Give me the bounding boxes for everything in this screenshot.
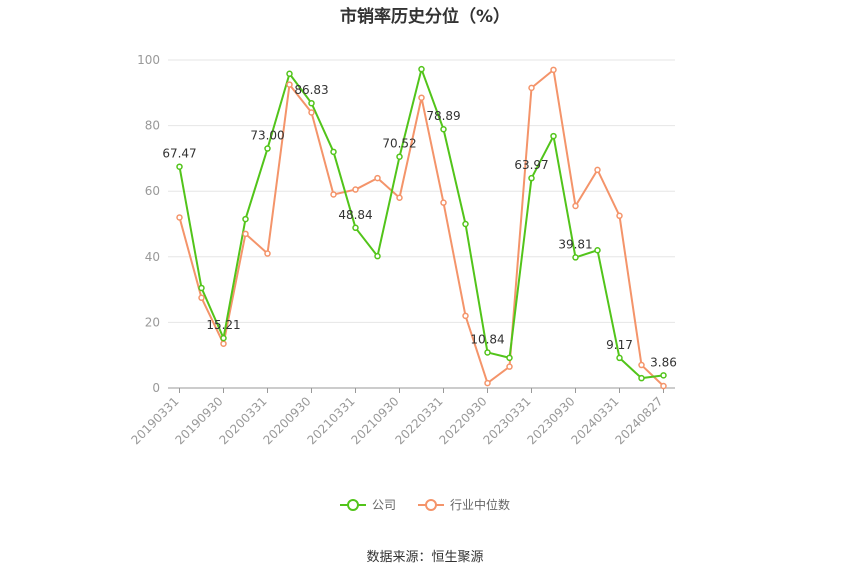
data-point-1 [638,361,645,369]
x-axis [168,387,675,393]
legend-item-company[interactable]: 公司 [339,496,396,513]
y-tick-label: 20 [145,315,160,329]
data-point-1 [506,363,513,370]
series-lines [178,68,665,387]
legend-label-industry-median: 行业中位数 [450,498,511,512]
data-point-1 [220,340,227,347]
y-axis-tick-labels: 0 20 40 60 80 100 [137,53,160,395]
data-point-0 [638,374,645,382]
data-label: 67.47 [162,147,196,161]
data-label: 70.52 [382,137,416,151]
chart-title: 市销率历史分位（%） [339,7,511,27]
x-axis-tick-labels: 2019033120190930202003312020093020210331… [129,394,666,447]
data-point-1 [572,202,579,210]
data-label: 48.84 [338,208,372,222]
data-point-1 [462,312,469,320]
data-point-0 [220,334,227,342]
data-point-0 [440,125,447,133]
legend-item-industry-median[interactable]: 行业中位数 [418,496,510,513]
data-point-1 [242,230,249,238]
data-label: 39.81 [558,237,592,251]
data-point-0 [176,163,183,170]
data-point-0 [352,224,359,232]
data-point-1 [418,94,425,101]
data-label: 63.97 [514,158,548,172]
data-label: 86.83 [294,83,328,97]
data-label: 73.00 [250,129,284,143]
data-point-0 [550,132,557,140]
data-label: 10.84 [470,332,504,346]
data-point-0 [374,252,381,260]
x-tick-label: 20240827 [613,394,666,447]
data-point-0 [484,349,491,356]
data-point-1 [396,194,403,202]
data-point-1 [286,81,293,88]
y-tick-label: 100 [137,53,160,67]
data-point-0 [418,65,425,73]
data-point-0 [330,148,337,156]
y-tick-label: 80 [145,119,160,133]
data-point-0 [396,153,403,160]
data-point-1 [528,84,535,92]
data-point-1 [440,199,447,206]
data-label: 3.86 [650,355,677,369]
data-label: 9.17 [606,338,633,352]
data-source: 数据来源：恒生聚源 [366,550,484,565]
legend-marker-industry-median [418,498,444,511]
series-line-0 [178,68,664,380]
data-point-0 [594,246,601,254]
legend-label-company: 公司 [371,498,396,512]
data-label: 78.89 [426,109,460,123]
data-point-1 [176,214,183,221]
data-point-1 [594,166,601,174]
legend: 公司 行业中位数 [0,496,850,513]
data-point-1 [616,212,623,220]
data-point-1 [374,174,381,182]
data-point-1 [264,250,271,257]
data-point-0 [264,145,271,152]
series-line-1 [178,68,665,387]
data-point-1 [198,294,205,302]
data-point-0 [462,220,469,228]
data-point-0 [242,215,249,223]
data-point-1 [330,191,337,198]
data-point-0 [286,70,293,78]
grid-lines [168,59,675,323]
data-point-1 [308,109,315,116]
y-tick-label: 40 [145,250,160,264]
series-points [176,65,667,390]
data-point-1 [352,186,359,193]
data-point-0 [308,99,315,107]
y-tick-label: 60 [145,184,160,198]
data-point-0 [616,354,623,362]
data-point-0 [198,284,205,292]
data-label: 15.21 [206,318,240,332]
legend-marker-company [339,498,366,511]
data-point-0 [506,354,513,362]
data-point-0 [660,372,667,379]
data-point-1 [484,379,491,387]
data-point-1 [660,382,667,390]
data-point-0 [528,174,535,182]
y-tick-label: 0 [152,381,160,395]
data-point-1 [550,66,557,74]
data-labels: 67.47 15.21 73.00 86.83 48.84 70.52 78.89 10.84… [162,83,677,369]
data-point-0 [572,254,579,261]
